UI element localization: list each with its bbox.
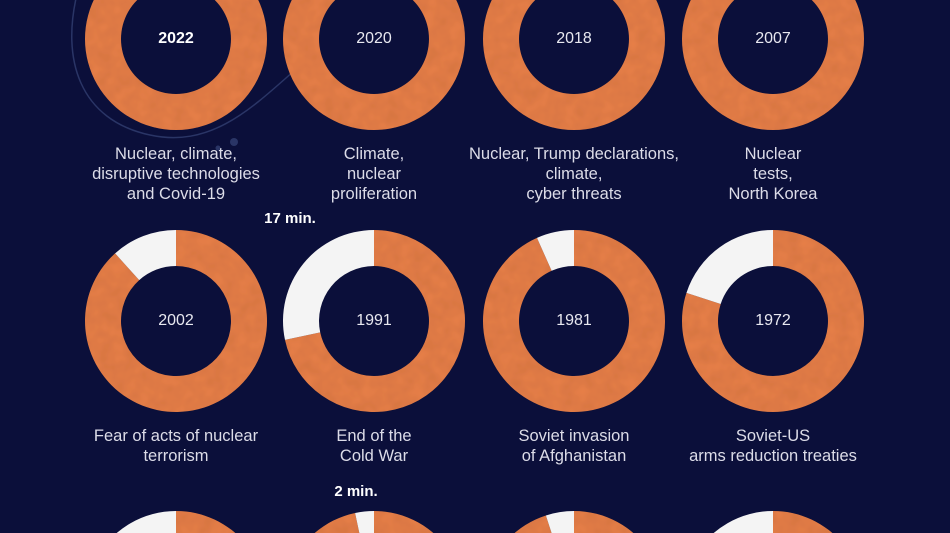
year-label: 2020 (356, 30, 392, 47)
remaining-segment (176, 511, 236, 533)
donut-2007 (681, 0, 864, 130)
donut-item-8 (116, 511, 236, 533)
remaining-segment (84, 0, 267, 130)
minutes-to-midnight-segment (115, 230, 176, 281)
year-label: 2022 (158, 30, 194, 47)
minutes-to-midnight-segment (282, 230, 374, 340)
minutes-to-midnight-segment (355, 511, 374, 533)
remaining-segment (314, 511, 434, 533)
remaining-segment (284, 230, 465, 412)
event-caption: Fear of acts of nuclear terrorism (93, 427, 259, 465)
remaining-segment (85, 230, 268, 413)
donut-1991 (282, 230, 465, 412)
donut-1972 (682, 230, 865, 412)
event-caption: Soviet invasion of Afghanistan (518, 427, 630, 465)
year-label: 2007 (755, 30, 791, 47)
year-label: 2018 (556, 30, 592, 47)
donut-item-10 (514, 511, 634, 533)
event-caption: Climate, nuclear proliferation (330, 145, 418, 203)
year-label: 2002 (158, 312, 194, 329)
remaining-segment (482, 230, 666, 412)
remaining-segment (682, 230, 865, 412)
minutes-to-midnight-segment (686, 230, 773, 305)
event-caption: End of the Cold War (336, 427, 412, 465)
donut-2020 (282, 0, 465, 130)
minutes-to-midnight-segment (116, 511, 176, 533)
remaining-segment (681, 0, 864, 130)
minutes-label: 17 min. (264, 210, 316, 227)
year-label: 1991 (356, 312, 392, 329)
minutes-to-midnight-segment (536, 230, 574, 271)
event-caption: Nuclear, climate, disruptive technologie… (92, 145, 260, 203)
donut-item-11 (713, 511, 833, 533)
decorative-orbit-line (71, 0, 296, 151)
donut-2018 (482, 0, 665, 130)
minutes-label: 2 min. (334, 483, 378, 500)
remaining-segment (773, 511, 833, 533)
donut-2022 (84, 0, 267, 130)
donut-2002 (85, 230, 268, 413)
remaining-segment (482, 0, 665, 130)
event-caption: Nuclear, Trump declarations, climate, cy… (468, 145, 679, 203)
event-caption: Nuclear tests, North Korea (728, 145, 818, 203)
event-caption: Soviet-US arms reduction treaties (689, 427, 857, 465)
remaining-segment (282, 0, 465, 130)
year-label: 1981 (556, 312, 592, 329)
year-label: 1972 (755, 312, 791, 329)
donut-item-9 (314, 511, 434, 533)
remaining-segment (514, 511, 634, 533)
minutes-to-midnight-segment (545, 511, 574, 533)
minutes-to-midnight-segment (713, 511, 773, 533)
donut-1981 (482, 230, 666, 412)
